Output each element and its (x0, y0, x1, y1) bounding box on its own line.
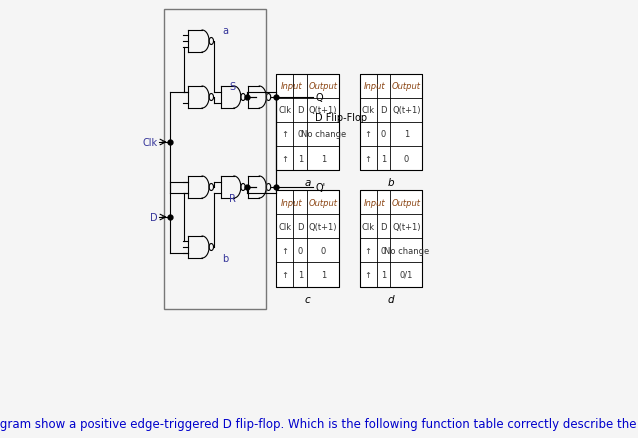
Text: 1: 1 (404, 130, 409, 139)
Text: 0: 0 (381, 130, 386, 139)
Text: 0: 0 (298, 130, 303, 139)
Text: 1: 1 (298, 154, 303, 163)
Text: 1: 1 (321, 270, 326, 279)
Text: 0: 0 (321, 246, 326, 255)
Text: No change: No change (300, 130, 346, 139)
Text: Output: Output (309, 82, 338, 91)
Text: ↑: ↑ (281, 154, 288, 163)
Text: Q: Q (315, 93, 323, 103)
Text: Clk: Clk (362, 106, 375, 115)
Text: Input: Input (364, 82, 386, 91)
Text: ↑: ↑ (364, 270, 371, 279)
Text: D: D (297, 106, 304, 115)
Text: Input: Input (281, 198, 302, 207)
Text: 1: 1 (298, 270, 303, 279)
Text: 1: 1 (321, 154, 326, 163)
Text: D: D (380, 222, 387, 231)
Text: 0: 0 (381, 246, 386, 255)
Text: Clk: Clk (362, 222, 375, 231)
Text: Input: Input (364, 198, 386, 207)
Text: D: D (150, 212, 158, 223)
Text: 0/1: 0/1 (399, 270, 413, 279)
Text: ↑: ↑ (364, 246, 371, 255)
Text: ↑: ↑ (281, 130, 288, 139)
Text: 1: 1 (381, 270, 386, 279)
Text: Output: Output (392, 198, 421, 207)
Text: 1: 1 (381, 154, 386, 163)
Text: Q': Q' (315, 183, 325, 193)
Text: Q(t+1): Q(t+1) (309, 106, 338, 115)
Text: ↑: ↑ (364, 130, 371, 139)
Text: b: b (223, 254, 228, 263)
Text: Output: Output (309, 198, 338, 207)
Text: D: D (380, 106, 387, 115)
Text: D: D (297, 222, 304, 231)
Text: d: d (388, 294, 394, 304)
Text: Q(t+1): Q(t+1) (392, 106, 420, 115)
Text: Input: Input (281, 82, 302, 91)
Text: Clk: Clk (278, 106, 292, 115)
Text: Q(t+1): Q(t+1) (392, 222, 420, 231)
Text: c: c (305, 294, 311, 304)
Bar (360, 191, 422, 287)
Text: The diagram show a positive edge-triggered D flip-flop. Which is the following f: The diagram show a positive edge-trigger… (0, 417, 638, 431)
Bar (164, 10, 265, 309)
Text: 0: 0 (298, 246, 303, 255)
Text: Output: Output (392, 82, 421, 91)
Text: b: b (388, 178, 394, 188)
Bar (276, 191, 339, 287)
Text: Clk: Clk (278, 222, 292, 231)
Text: ↑: ↑ (281, 246, 288, 255)
Text: D Flip-Flop: D Flip-Flop (315, 113, 367, 123)
Text: a: a (223, 26, 228, 36)
Text: 0: 0 (404, 154, 409, 163)
Text: S: S (230, 82, 235, 92)
Bar (360, 74, 422, 171)
Text: Q(t+1): Q(t+1) (309, 222, 338, 231)
Text: Clk: Clk (142, 138, 158, 148)
Text: No change: No change (383, 246, 429, 255)
Text: a: a (305, 178, 311, 188)
Text: ↑: ↑ (364, 154, 371, 163)
Text: R: R (229, 194, 236, 204)
Bar (276, 74, 339, 171)
Text: ↑: ↑ (281, 270, 288, 279)
